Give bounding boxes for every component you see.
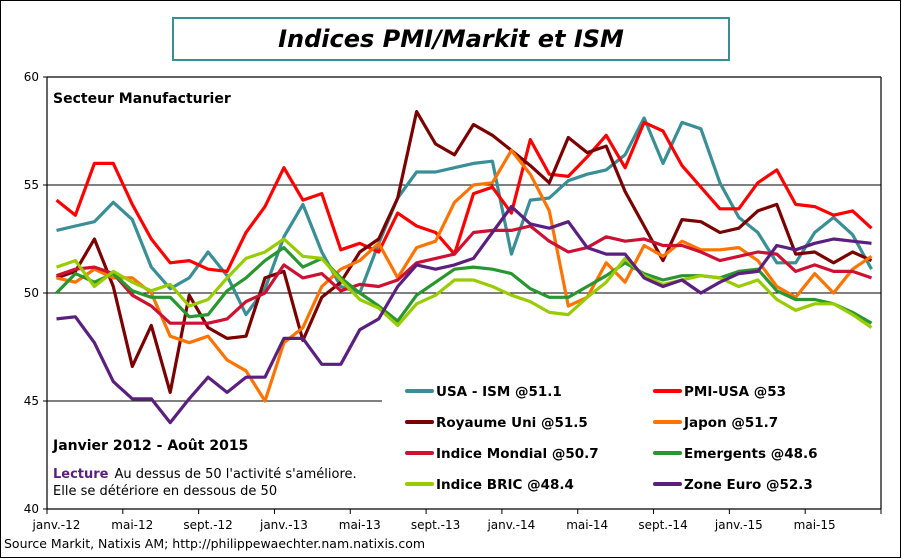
period-label: Janvier 2012 - Août 2015 <box>52 438 248 454</box>
legend: USA - ISM @51.1 PMI-USA @53 Royaume Uni @5… <box>405 384 818 493</box>
y-axis-ticks: 40 45 50 55 60 <box>24 70 47 516</box>
y-tick-label: 40 <box>24 502 39 516</box>
y-tick-label: 50 <box>24 286 39 300</box>
series-lines <box>55 110 873 425</box>
x-tick-label: mai-15 <box>794 518 836 532</box>
y-tick-label: 55 <box>24 178 39 192</box>
legend-label: Royaume Uni @51.5 <box>436 415 588 431</box>
legend-label: Emergents @48.6 <box>684 446 818 462</box>
legend-label: Indice BRIC @48.4 <box>436 477 574 493</box>
y-tick-label: 60 <box>24 70 39 84</box>
gridlines <box>46 76 882 510</box>
x-tick-label: janv.-15 <box>714 518 763 532</box>
legend-label: Indice Mondial @50.7 <box>436 446 599 462</box>
legend-label: Zone Euro @52.3 <box>684 477 813 493</box>
series-line-6 <box>55 237 873 329</box>
y-tick-label: 45 <box>24 394 39 408</box>
chart-subtitle: Secteur Manufacturier <box>53 91 231 107</box>
x-tick-label: mai-13 <box>339 518 381 532</box>
source-text: Source Markit, Natixis AM; http://philip… <box>4 536 425 551</box>
x-tick-label: janv.-12 <box>32 518 81 532</box>
note-text-1: Lecture Au dessus de 50 l'activité s'amél… <box>53 467 357 482</box>
x-axis: janv.-12 mai-12 sept.-12 janv.-13 mai-13 sept… <box>32 509 882 532</box>
legend-label: PMI-USA @53 <box>684 384 786 400</box>
x-tick-label: sept.-12 <box>183 518 232 532</box>
legend-label: USA - ISM @51.1 <box>436 384 562 400</box>
series-line-2 <box>55 110 873 394</box>
x-tick-label: mai-14 <box>566 518 608 532</box>
legend-label: Japon @51.7 <box>683 415 778 431</box>
series-line-3 <box>56 148 873 403</box>
series-line-0 <box>56 116 873 317</box>
chart-title: Indices PMI/Markit et ISM <box>172 17 730 61</box>
x-tick-label: sept.-14 <box>638 518 687 532</box>
series-line-5 <box>55 246 873 325</box>
series-line-1 <box>55 120 873 273</box>
series-line-7 <box>56 205 872 425</box>
x-tick-label: janv.-13 <box>259 518 308 532</box>
note-text-2: Elle se détériore en dessous de 50 <box>53 484 277 499</box>
x-tick-label: janv.-14 <box>486 518 535 532</box>
note-line1: Au dessus de 50 l'activité s'améliore. <box>115 467 357 482</box>
x-tick-label: mai-12 <box>111 518 153 532</box>
series-line-4 <box>55 224 873 325</box>
note-lead: Lecture <box>53 467 109 482</box>
x-tick-label: sept.-13 <box>411 518 460 532</box>
